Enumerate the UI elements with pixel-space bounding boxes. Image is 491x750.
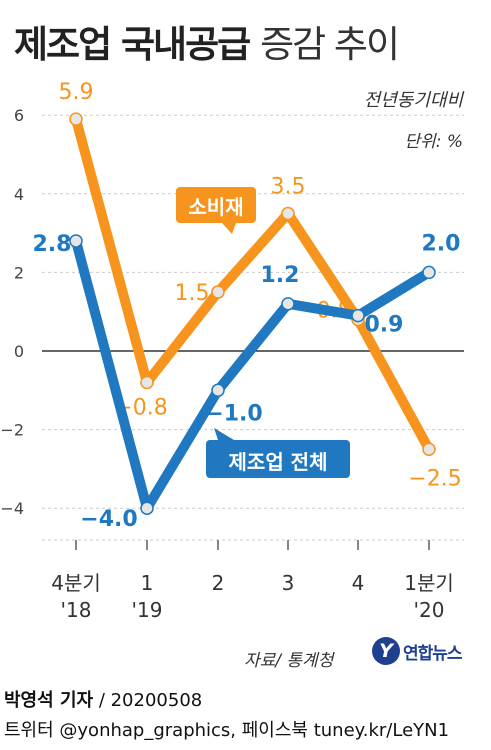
social-links: 트위터 @yonhap_graphics, 페이스북 tuney.kr/LeYN… <box>4 720 450 741</box>
y-tick-label: −2 <box>0 421 24 440</box>
manufacturing-callout-box <box>206 440 350 478</box>
publish-date: 20200508 <box>110 690 203 711</box>
x-tick-label: 1 <box>141 571 154 595</box>
consumer-callout-pointer <box>222 223 236 234</box>
logo-mark: Y <box>372 637 400 665</box>
data-label: −1.0 <box>205 401 262 426</box>
series-line <box>71 235 434 514</box>
consumer-callout-label: 소비재 <box>188 195 243 219</box>
data-point <box>140 375 154 390</box>
data-label: 2.0 <box>422 231 461 256</box>
x-tick-label: 1분기 <box>404 571 454 595</box>
y-tick-label: 4 <box>14 185 24 204</box>
consumer-callout-box <box>176 187 256 223</box>
y-tick-label: −4 <box>0 499 24 518</box>
data-label: 2.8 <box>33 232 72 257</box>
x-tick-label: 4 <box>352 571 365 595</box>
chart-title: 제조업 국내공급 증감 추이 <box>14 14 400 68</box>
data-point <box>69 112 83 126</box>
byline-separator: / <box>98 690 111 711</box>
data-label: −2.5 <box>408 466 461 491</box>
x-tick-sublabel: '19 <box>132 598 163 622</box>
x-tick-sublabel: '18 <box>61 598 92 622</box>
data-label: 1.5 <box>175 281 210 306</box>
y-tick-label: 0 <box>14 342 24 361</box>
data-point <box>211 383 225 398</box>
data-label: 0.9 <box>365 313 404 338</box>
series-line <box>71 114 434 455</box>
y-tick-label: 2 <box>14 263 24 282</box>
x-tick-sublabel: '20 <box>414 598 445 622</box>
yonhap-logo: Y 연합뉴스 <box>372 637 463 665</box>
byline: 박영석 기자 / 20200508 <box>4 686 202 712</box>
data-label: 5.9 <box>59 80 94 105</box>
data-point <box>140 501 154 515</box>
data-point <box>281 206 295 221</box>
data-point <box>422 442 436 456</box>
y-tick-label: 6 <box>14 106 24 125</box>
manufacturing-callout-label: 제조업 전체 <box>229 450 328 474</box>
x-tick-label: 2 <box>212 571 225 595</box>
comparison-basis: 전년동기대비 <box>363 90 463 111</box>
reporter-name: 박영석 기자 <box>4 690 94 711</box>
data-point <box>422 265 436 280</box>
logo-text: 연합뉴스 <box>403 643 463 664</box>
manufacturing-callout-pointer <box>214 428 234 440</box>
data-label: −4.0 <box>80 507 137 532</box>
data-point <box>69 234 83 248</box>
source-label: 자료/ 통계청 <box>244 651 334 671</box>
data-label: 3.5 <box>271 174 306 199</box>
x-tick-label: 4분기 <box>51 571 101 595</box>
x-tick-label: 3 <box>282 571 295 595</box>
data-point <box>351 308 365 323</box>
data-point <box>211 285 225 299</box>
title-sub: 증감 추이 <box>260 23 400 66</box>
title-main: 제조업 국내공급 <box>14 23 251 66</box>
data-label: 1.2 <box>261 263 300 288</box>
unit-label: 단위: % <box>404 132 463 152</box>
data-point <box>281 297 295 311</box>
